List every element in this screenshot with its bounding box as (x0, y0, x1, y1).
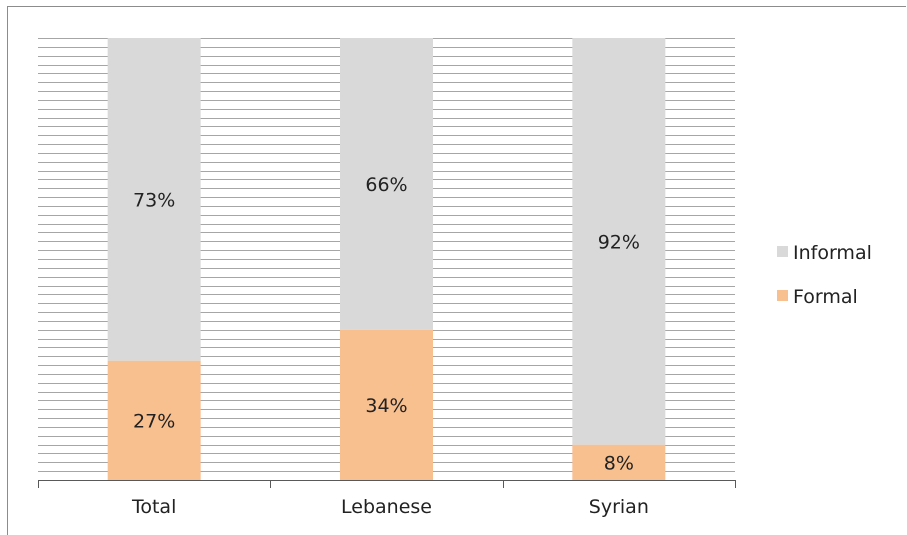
legend: Informal Formal (777, 242, 872, 308)
x-tick-label: Total (131, 496, 176, 518)
legend-label-formal: Formal (793, 286, 858, 308)
bar-informal-syrian (572, 38, 666, 445)
chart-frame (7, 6, 906, 535)
x-tick-label: Syrian (589, 496, 649, 518)
x-axis: Total Lebanese Syrian (38, 480, 736, 518)
bar-informal-lebanese (340, 38, 433, 330)
data-label-informal-total: 73% (133, 189, 175, 211)
data-label-informal-lebanese: 66% (365, 174, 407, 196)
bar-formal-lebanese (340, 329, 433, 480)
bar-formal-total (107, 360, 201, 480)
data-label-formal-lebanese: 34% (365, 395, 407, 417)
legend-swatch-formal (777, 290, 788, 301)
bar-formal-syrian (572, 444, 666, 480)
bars (107, 38, 666, 480)
x-tick-label: Lebanese (341, 496, 432, 518)
bar-informal-total (107, 38, 201, 361)
data-label-formal-syrian: 8% (604, 452, 634, 474)
data-label-formal-total: 27% (133, 410, 175, 432)
legend-label-informal: Informal (793, 242, 872, 264)
data-labels: 27% 73% 34% 66% 8% 92% (133, 174, 640, 474)
data-label-informal-syrian: 92% (598, 231, 640, 253)
legend-swatch-informal (777, 246, 788, 257)
